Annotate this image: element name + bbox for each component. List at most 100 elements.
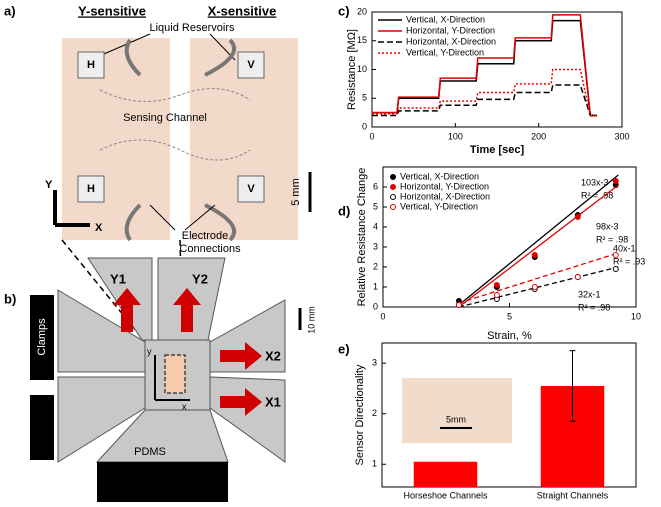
x-tick-label: 200	[531, 131, 546, 141]
y-tick-label: 0	[362, 121, 367, 131]
y-tick-label: 4	[373, 221, 378, 231]
y-tick-label: 5	[362, 93, 367, 103]
series-line	[372, 84, 597, 117]
series-line	[372, 19, 597, 117]
legend-label: Horizontal, X-Direction	[406, 36, 496, 46]
y-tick-label: 3	[373, 241, 378, 251]
scale-label: 5 mm	[290, 178, 302, 206]
specimen	[30, 257, 286, 502]
sensor-label: H	[87, 183, 95, 195]
fit-line	[458, 184, 619, 308]
panel-label: b)	[4, 291, 16, 306]
data-point	[531, 252, 538, 258]
x-tick-label: 300	[614, 131, 629, 141]
y-tick-label: 10	[357, 64, 367, 74]
inset-image	[402, 378, 512, 443]
y-tick-label: 2	[373, 261, 378, 271]
axis-label: y	[147, 346, 152, 356]
legend-label: Vertical, X-Direction	[400, 171, 479, 181]
label: Sensing Channel	[123, 112, 207, 124]
arm-label: Y1	[110, 271, 126, 286]
data-point	[574, 274, 581, 280]
legend-marker	[390, 184, 396, 190]
data-point	[612, 252, 619, 258]
plot-frame	[381, 342, 637, 488]
series-line	[372, 68, 597, 117]
arm-label: X2	[265, 348, 281, 363]
y-tick-label: 1	[372, 459, 377, 469]
panel-label: c)	[338, 3, 350, 18]
error-bar	[569, 350, 576, 422]
y-tick-label: 3	[372, 358, 377, 368]
equation: 40x-1	[613, 243, 636, 253]
sensor-label: V	[247, 183, 255, 195]
axis-label: x	[182, 401, 187, 411]
label: Connections	[179, 243, 241, 255]
y-tick-label: 2	[372, 408, 377, 418]
channel	[99, 88, 251, 161]
axis-label: Y	[45, 179, 53, 191]
axes-icon	[53, 190, 90, 227]
r-squared: R² = .98	[581, 190, 613, 200]
panel-label: a)	[4, 3, 16, 18]
x-tick-label: 5	[507, 311, 512, 321]
data-point	[493, 292, 500, 298]
r-squared: R² = .93	[613, 256, 645, 266]
legend-label: Vertical, Y-Direction	[400, 201, 478, 211]
label: Liquid Reservoirs	[150, 22, 235, 34]
inset-label: 5mm	[446, 414, 466, 424]
clamp-label: Clamps	[36, 318, 48, 356]
heading: X-sensitive	[208, 3, 277, 18]
r-squared: R² = .98	[596, 234, 628, 244]
data-point	[455, 302, 462, 308]
data-point	[531, 284, 538, 290]
legend-label: Horizontal, Y-Direction	[400, 181, 489, 191]
axis-label: X	[95, 222, 103, 234]
x-tick-label: Straight Channels	[537, 490, 609, 500]
data-point	[493, 282, 500, 288]
y-tick-label: 6	[373, 181, 378, 191]
y-axis-label: Sensor Directionality	[354, 364, 366, 465]
leader	[149, 204, 216, 231]
tube	[124, 38, 237, 242]
heading: Y-sensitive	[78, 3, 146, 18]
label: Electrode	[182, 230, 228, 242]
x-tick-label: Horseshoe Channels	[403, 490, 488, 500]
data-point	[612, 266, 619, 272]
y-tick-label: 15	[357, 35, 367, 45]
equation: 103x-3	[581, 177, 609, 187]
legend-marker	[390, 174, 396, 180]
material-label: PDMS	[134, 446, 166, 458]
x-tick-label: 0	[369, 131, 374, 141]
y-axis-label: Resistance [MΩ]	[346, 29, 358, 110]
x-axis-label: Strain, %	[487, 330, 532, 342]
legend-label: Vertical, X-Direction	[406, 14, 485, 24]
sensor-label: V	[247, 59, 255, 71]
arm-label: X1	[265, 394, 281, 409]
fit-line	[458, 252, 619, 304]
r-squared: R² = .98	[578, 302, 610, 312]
arm-label: Y2	[192, 271, 208, 286]
y-tick-label: 5	[373, 201, 378, 211]
x-tick-label: 0	[380, 311, 385, 321]
y-tick-label: 20	[357, 6, 367, 16]
x-tick-label: 100	[448, 131, 463, 141]
bar	[413, 461, 478, 487]
series-line	[372, 14, 597, 117]
y-tick-label: 1	[373, 281, 378, 291]
legend-label: Horizontal, X-Direction	[400, 191, 490, 201]
sensor-label: H	[87, 59, 95, 71]
equation: 98x-3	[596, 221, 619, 231]
x-tick-label: 10	[631, 311, 641, 321]
fit-line	[458, 266, 619, 308]
legend-label: Horizontal, Y-Direction	[406, 25, 495, 35]
data-point	[574, 214, 581, 220]
x-axis-label: Time [sec]	[470, 144, 525, 156]
legend-marker	[390, 194, 396, 200]
panel-label: e)	[338, 341, 350, 356]
scale-label: 10 mm	[306, 306, 316, 334]
fit-line	[458, 174, 619, 306]
equation: 32x-1	[578, 289, 601, 299]
y-axis-label: Relative Resistance Change	[356, 168, 368, 307]
